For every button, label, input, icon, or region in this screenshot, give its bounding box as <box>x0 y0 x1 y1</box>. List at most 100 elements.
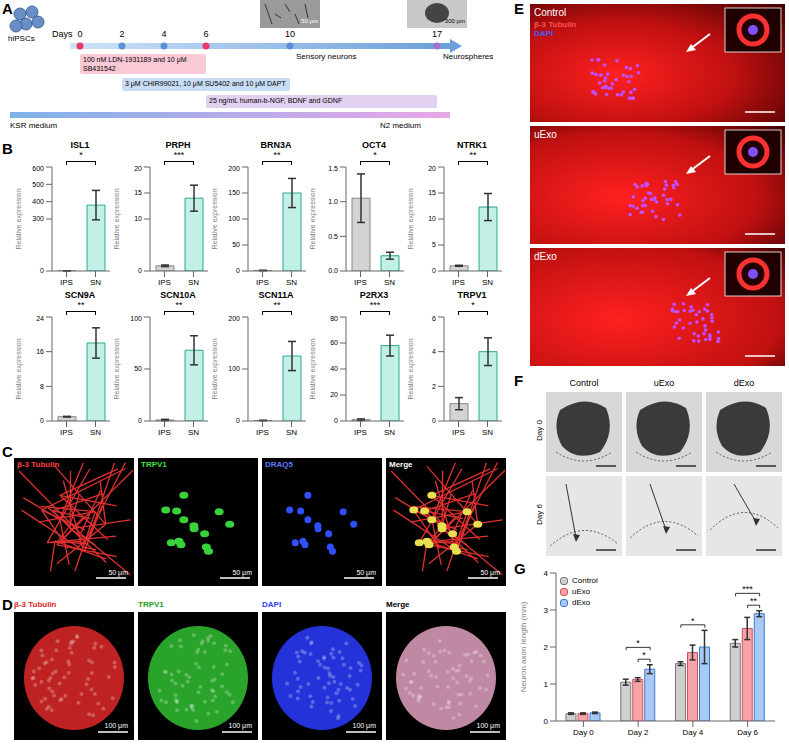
svg-text:40: 40 <box>330 365 338 372</box>
html-text:A: A <box>2 0 13 17</box>
svg-text:3: 3 <box>544 606 549 615</box>
svg-text:200: 200 <box>228 315 240 322</box>
svg-text:20: 20 <box>330 391 338 398</box>
svg-text:Neuron axon length (mm): Neuron axon length (mm) <box>519 601 528 692</box>
svg-text:IPS: IPS <box>60 428 73 437</box>
svg-text:IPS: IPS <box>60 278 73 287</box>
html-text:dExo: dExo <box>534 251 557 262</box>
svg-text:IPS: IPS <box>158 278 171 287</box>
svg-text:2: 2 <box>432 383 436 390</box>
svg-text:150: 150 <box>228 189 240 196</box>
svg-text:0: 0 <box>138 417 142 424</box>
svg-text:IPS: IPS <box>452 278 465 287</box>
html-text:uExo: uExo <box>534 129 557 140</box>
svg-text:SN: SN <box>188 278 199 287</box>
svg-text:0: 0 <box>544 717 549 726</box>
svg-text:600: 600 <box>32 165 44 172</box>
svg-text:10: 10 <box>134 215 142 222</box>
svg-text:0: 0 <box>432 417 436 424</box>
svg-text:IPS: IPS <box>354 428 367 437</box>
svg-text:20: 20 <box>428 165 436 172</box>
svg-text:100: 100 <box>228 215 240 222</box>
svg-text:16: 16 <box>36 348 44 355</box>
html-text:Days: Days <box>52 29 73 39</box>
svg-text:Relative expression: Relative expression <box>15 188 23 249</box>
svg-text:SN: SN <box>384 278 395 287</box>
svg-text:SN: SN <box>384 428 395 437</box>
svg-text:50: 50 <box>232 241 240 248</box>
svg-text:0: 0 <box>40 417 44 424</box>
html-text:100 nM LDN-1931189 and 10 μM S: 100 nM LDN-1931189 and 10 μM SB431542 <box>83 56 187 72</box>
svg-text:*: * <box>691 616 695 626</box>
svg-text:0: 0 <box>40 267 44 274</box>
svg-text:**: ** <box>750 596 758 606</box>
svg-text:50: 50 <box>134 365 142 372</box>
svg-text:100: 100 <box>130 315 142 322</box>
html-text:C: C <box>2 443 13 460</box>
svg-text:4: 4 <box>544 569 549 578</box>
svg-text:IPS: IPS <box>354 278 367 287</box>
svg-text:100: 100 <box>228 365 240 372</box>
svg-text:IPS: IPS <box>256 278 269 287</box>
svg-text:15: 15 <box>428 189 436 196</box>
svg-text:60: 60 <box>330 339 338 346</box>
svg-text:Relative expression: Relative expression <box>113 188 121 249</box>
svg-text:*: * <box>636 638 640 648</box>
html-text:17: 17 <box>432 29 442 39</box>
svg-text:Day 6: Day 6 <box>737 728 758 737</box>
svg-text:SN: SN <box>90 428 101 437</box>
svg-text:IPS: IPS <box>452 428 465 437</box>
svg-text:Relative expression: Relative expression <box>113 338 121 399</box>
svg-text:Relative expression: Relative expression <box>211 338 219 399</box>
svg-text:5: 5 <box>432 241 436 248</box>
html-text:G: G <box>514 560 526 577</box>
svg-text:1: 1 <box>544 680 549 689</box>
svg-text:0: 0 <box>334 417 338 424</box>
svg-text:*: * <box>642 650 646 660</box>
svg-text:4: 4 <box>432 348 436 355</box>
svg-text:1.5: 1.5 <box>328 165 338 172</box>
svg-text:SN: SN <box>286 428 297 437</box>
svg-text:80: 80 <box>330 315 338 322</box>
svg-text:IPS: IPS <box>158 428 171 437</box>
svg-text:0: 0 <box>138 267 142 274</box>
svg-text:6: 6 <box>432 315 436 322</box>
svg-text:20: 20 <box>134 165 142 172</box>
svg-text:24: 24 <box>36 315 44 322</box>
svg-text:400: 400 <box>32 198 44 205</box>
svg-text:IPS: IPS <box>256 428 269 437</box>
svg-text:0: 0 <box>236 267 240 274</box>
svg-text:Relative expression: Relative expression <box>309 338 317 399</box>
svg-text:2: 2 <box>544 643 549 652</box>
html-text:B: B <box>2 140 13 157</box>
svg-text:SN: SN <box>188 428 199 437</box>
html-text:D: D <box>2 596 13 613</box>
svg-text:Relative expression: Relative expression <box>407 338 415 399</box>
html-text:10: 10 <box>285 29 295 39</box>
svg-text:SN: SN <box>286 278 297 287</box>
svg-text:Relative expression: Relative expression <box>309 188 317 249</box>
svg-text:Relative expression: Relative expression <box>407 188 415 249</box>
html-text:Control: Control <box>534 7 567 18</box>
svg-text:8: 8 <box>40 383 44 390</box>
svg-text:Day 2: Day 2 <box>628 728 649 737</box>
html-text:ISL1: ISL1 <box>70 140 90 150</box>
svg-text:SN: SN <box>482 428 493 437</box>
svg-text:0.5: 0.5 <box>328 233 338 240</box>
svg-text:300: 300 <box>32 215 44 222</box>
svg-text:200: 200 <box>228 165 240 172</box>
svg-text:Relative expression: Relative expression <box>15 338 23 399</box>
svg-text:SN: SN <box>90 278 101 287</box>
svg-text:1.0: 1.0 <box>328 198 338 205</box>
svg-text:0: 0 <box>432 267 436 274</box>
svg-text:Day 4: Day 4 <box>682 728 703 737</box>
svg-text:500: 500 <box>32 181 44 188</box>
svg-text:10: 10 <box>428 215 436 222</box>
svg-text:Relative expression: Relative expression <box>211 188 219 249</box>
svg-text:Day 0: Day 0 <box>573 728 594 737</box>
svg-text:0.0: 0.0 <box>328 267 338 274</box>
svg-text:***: *** <box>742 584 753 594</box>
svg-text:SN: SN <box>482 278 493 287</box>
svg-text:0: 0 <box>236 417 240 424</box>
svg-text:15: 15 <box>134 189 142 196</box>
